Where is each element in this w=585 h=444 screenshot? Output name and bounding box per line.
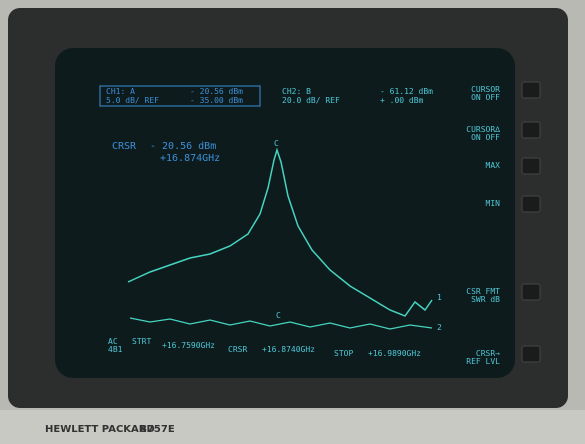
softkey-state: ON OFF [471,93,500,102]
ch1-scale: 5.0 dB/ REF [106,96,159,105]
trace-2-marker: 2 [437,323,442,332]
softkey-button[interactable] [522,158,540,174]
ch2-label: CH2: B [282,87,311,96]
model: 8757E [140,424,175,435]
softkey-title: MAX [486,161,501,170]
stop-freq: +16.9890GHz [368,349,421,358]
softkey-button[interactable] [522,82,540,98]
ch1-reading: - 20.56 dBm [190,87,243,96]
trace-1-marker: 1 [437,293,442,302]
cursor-level: - 20.56 dBm [150,141,216,152]
start-label: STRT [132,337,151,346]
softkey-button[interactable] [522,196,540,212]
softkey-state: REF LVL [466,357,500,366]
start-freq: +16.7590GHz [162,341,215,350]
cursor-freq: +16.874GHz [160,153,220,164]
page: CH1: A - 20.56 dBm 5.0 dB/ REF - 35.00 d… [0,0,585,444]
ch1-label: CH1: A [106,87,135,96]
softkey-state: ON OFF [471,133,500,142]
crsr-freq: +16.8740GHz [262,345,315,354]
photo: CH1: A - 20.56 dBm 5.0 dB/ REF - 35.00 d… [0,0,585,444]
softkey-button[interactable] [522,346,540,362]
softkey-title: MIN [486,199,501,208]
cursor-marker: C [274,139,279,148]
softkey-button[interactable] [522,284,540,300]
brand: HEWLETT PACKARD [45,424,155,435]
cursor-marker-2: C [276,311,281,320]
ch2-scale: 20.0 dB/ REF [282,96,340,105]
ch1-ref: - 35.00 dBm [190,96,243,105]
cursor-label: CRSR [112,141,137,152]
crsr-label: CRSR [228,345,247,354]
ch2-ref: + .00 dBm [380,96,424,105]
stop-label: STOP [334,349,353,358]
ch2-reading: - 61.12 dBm [380,87,433,96]
softkey-state: SWR dB [471,295,500,304]
softkey-button[interactable] [522,122,540,138]
mode-code: 4B1 [108,345,123,354]
